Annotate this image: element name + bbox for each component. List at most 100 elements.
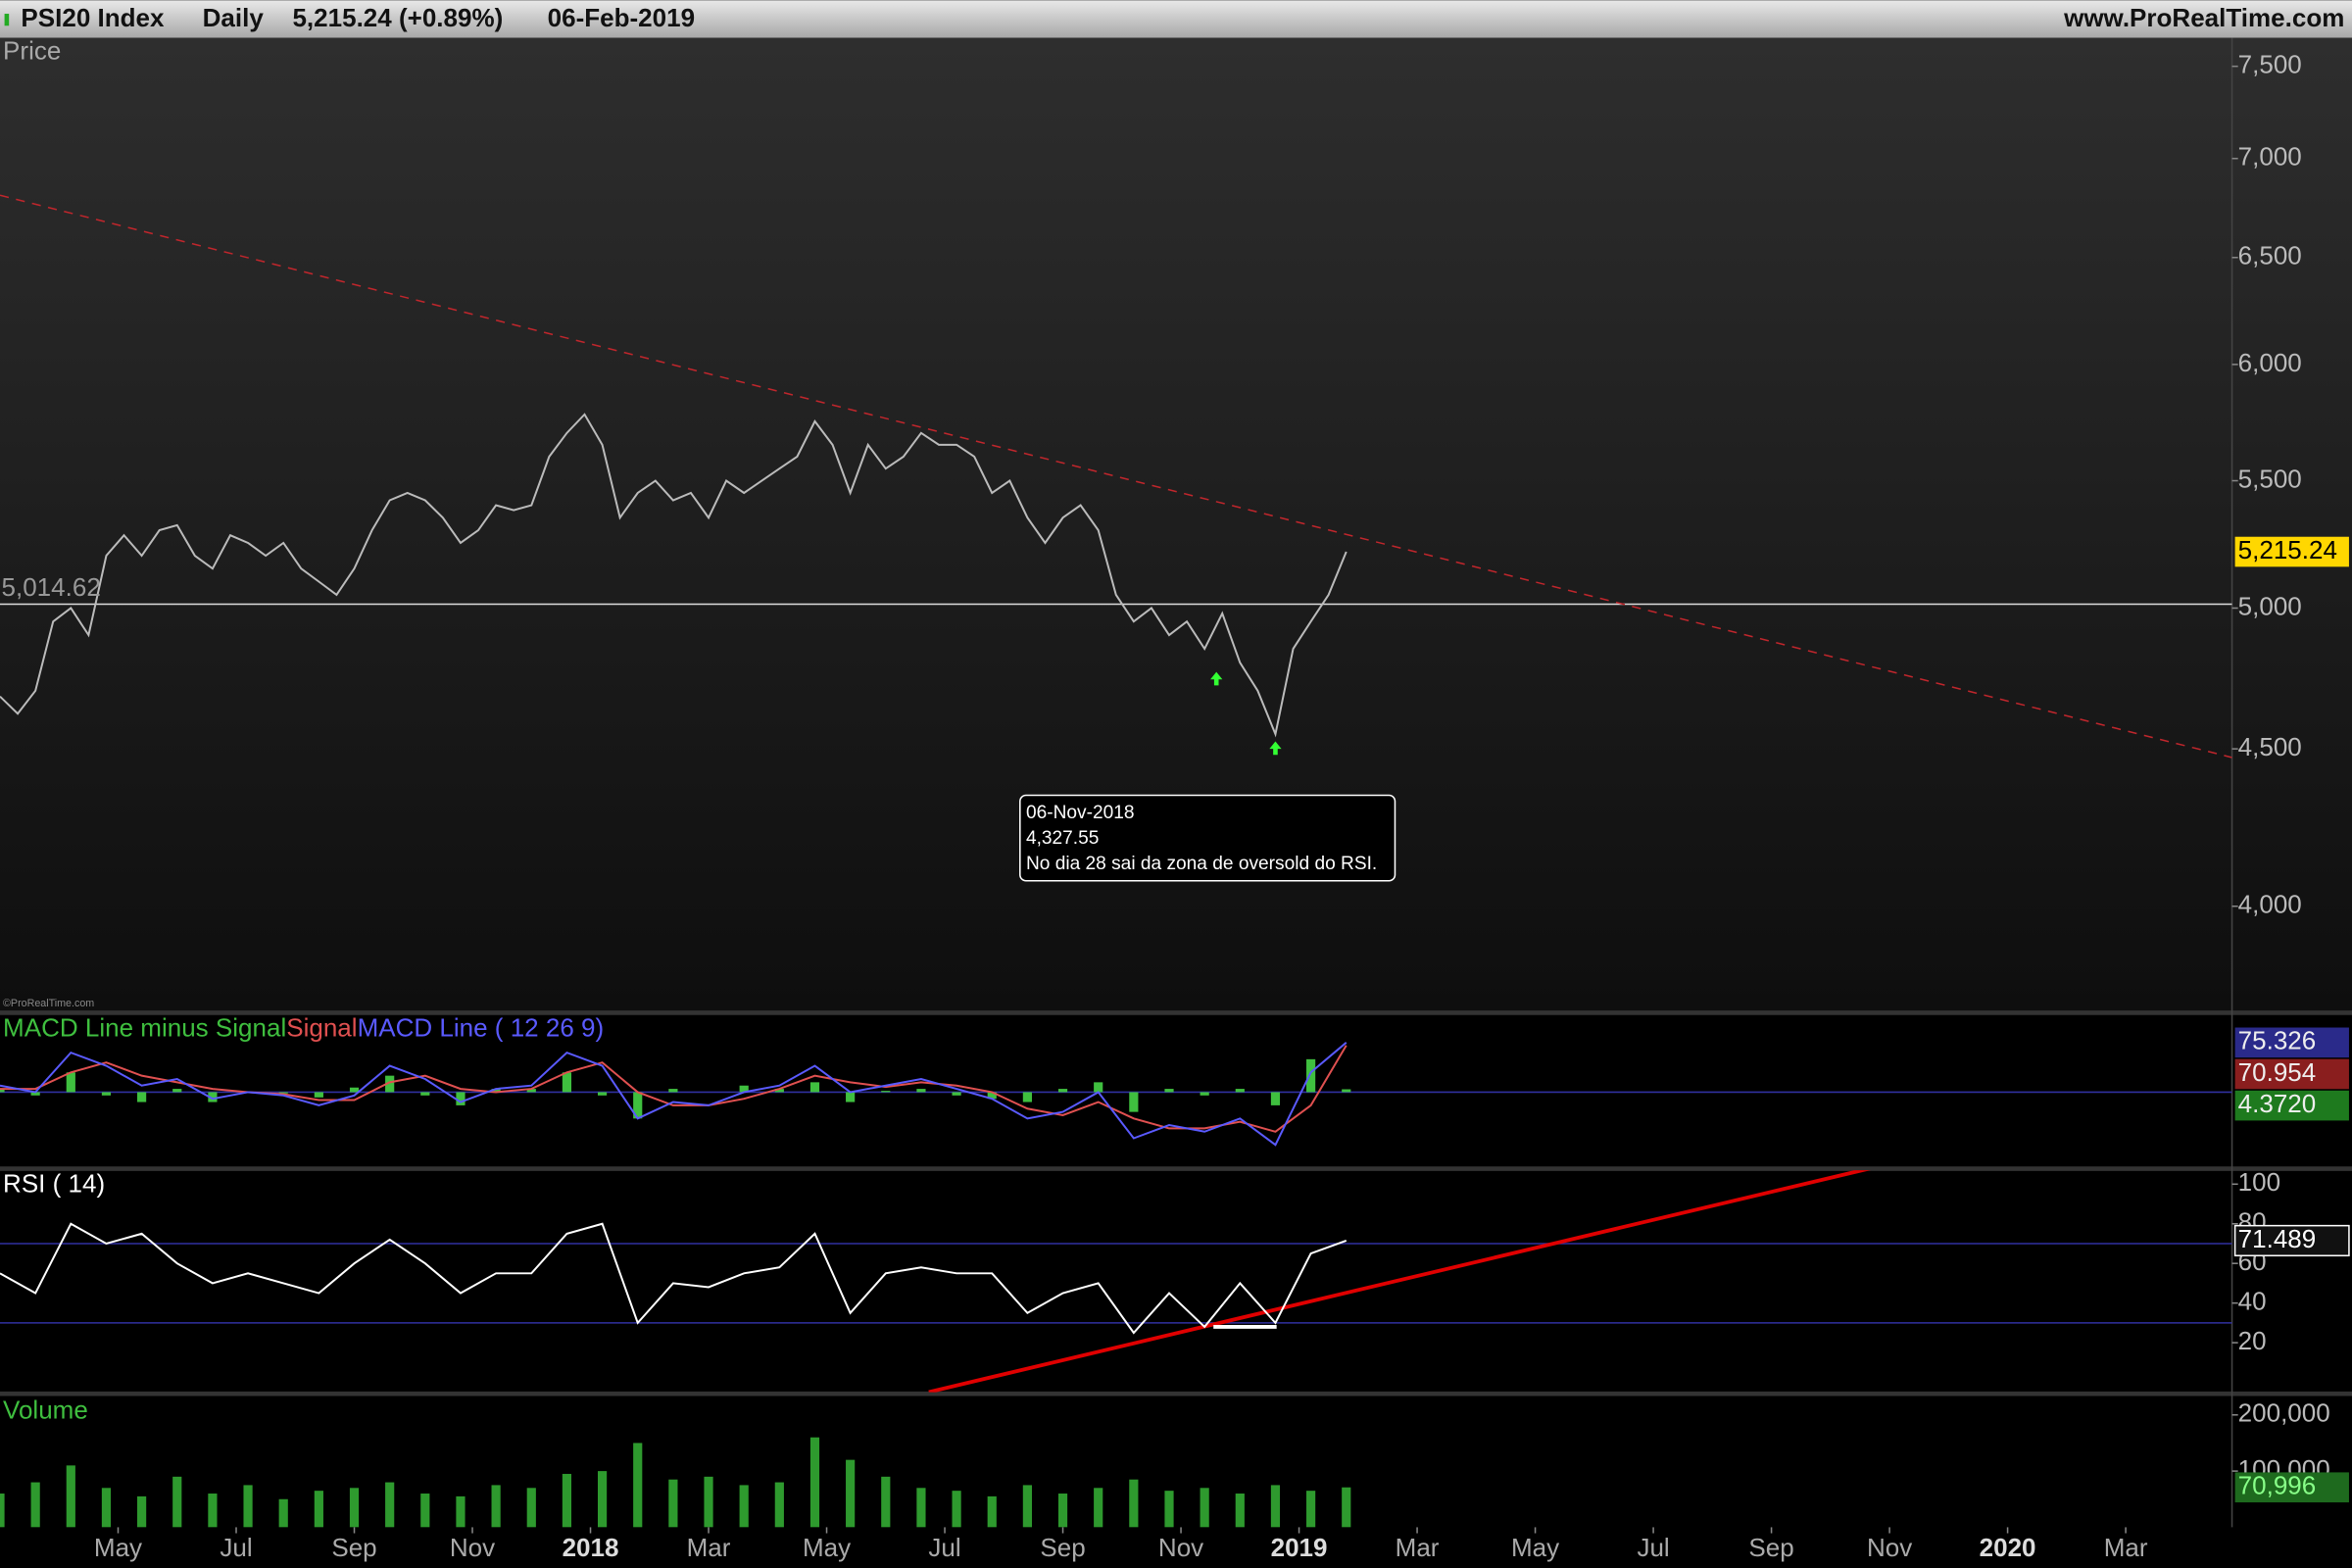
volume-bar <box>314 1491 323 1528</box>
last-value-label: 4.3720 <box>2238 1089 2317 1118</box>
histogram-bar <box>0 1089 5 1093</box>
histogram-bar <box>172 1089 182 1093</box>
volume-bar <box>385 1482 395 1528</box>
y-tick-label: 200,000 <box>2238 1398 2330 1428</box>
histogram-bar <box>420 1092 430 1096</box>
y-tick-label: 100 <box>2238 1167 2280 1197</box>
histogram-bar <box>668 1089 678 1093</box>
histogram-bar <box>774 1089 784 1093</box>
series-line <box>0 1222 1348 1335</box>
last-value-box <box>2234 1058 2349 1090</box>
x-tick-label: Sep <box>331 1533 376 1562</box>
last-value-box <box>2234 536 2349 567</box>
histogram-bar <box>809 1082 820 1093</box>
y-tick-label: 20 <box>2238 1326 2267 1355</box>
histogram-bar <box>1057 1089 1068 1093</box>
histogram-bar <box>66 1072 75 1093</box>
histogram-bar <box>1270 1092 1281 1105</box>
volume-bar <box>208 1494 218 1528</box>
histogram-bar <box>916 1089 926 1093</box>
y-tick-label: 4,000 <box>2238 890 2302 919</box>
volume-bar <box>1022 1485 1032 1528</box>
trend-line <box>0 194 2232 759</box>
histogram-bar <box>456 1092 466 1105</box>
histogram-bar <box>1200 1092 1209 1096</box>
legend-entry: Signal <box>286 1012 357 1042</box>
annotation: 06-Nov-2018 4,327.55 No dia 28 sai da zo… <box>1019 794 1396 882</box>
x-tick-label: May <box>1511 1533 1559 1562</box>
volume-bar <box>456 1495 466 1528</box>
histogram-bar <box>1235 1089 1245 1093</box>
header-site: www.ProRealTime.com <box>2063 3 2344 32</box>
plot-area <box>0 1170 2232 1393</box>
legend-entry: MACD Line ( 12 26 9) <box>358 1012 605 1042</box>
x-tick-label: May <box>94 1533 142 1562</box>
histogram-bar <box>1164 1089 1174 1093</box>
plot-area <box>0 1042 2232 1147</box>
annotation-box <box>1019 794 1396 882</box>
volume-bar <box>137 1495 147 1528</box>
volume-bar <box>633 1443 643 1528</box>
volume-bar <box>916 1488 926 1528</box>
x-tick-label: May <box>803 1533 851 1562</box>
panel-title: RSI ( 14) <box>3 1168 105 1198</box>
volume-bar <box>243 1485 253 1528</box>
histogram-bar <box>1129 1092 1139 1112</box>
watermark: ©ProRealTime.com <box>3 998 94 1009</box>
x-tick-label: 2020 <box>1980 1533 2036 1562</box>
x-tick-label: Jul <box>928 1533 960 1562</box>
histogram-bar <box>1306 1058 1316 1093</box>
histogram-bar <box>137 1092 147 1102</box>
volume-bar <box>952 1491 961 1528</box>
volume-bar <box>562 1473 572 1528</box>
volume-bar <box>101 1488 112 1528</box>
volume-bar <box>987 1495 997 1528</box>
last-value-label: 71.489 <box>2238 1224 2317 1253</box>
volume-bar <box>1306 1491 1316 1528</box>
volume-bar <box>597 1471 608 1528</box>
volume-bar <box>1235 1494 1245 1528</box>
histogram-bar <box>1342 1089 1351 1093</box>
volume-bar <box>774 1482 784 1528</box>
header-icon <box>4 14 10 26</box>
x-tick-label: Sep <box>1748 1533 1793 1562</box>
volume-bar <box>420 1494 430 1528</box>
volume-bar <box>0 1494 5 1528</box>
volume-bar <box>668 1479 678 1528</box>
volume-bar <box>491 1485 501 1528</box>
y-tick-label: 5,000 <box>2238 591 2302 620</box>
histogram-bar <box>952 1092 961 1096</box>
x-tick-label: Nov <box>1158 1533 1203 1562</box>
histogram-bar <box>526 1089 536 1093</box>
histogram-bar <box>208 1092 218 1102</box>
volume-bar <box>66 1465 75 1528</box>
last-value-box <box>2234 1027 2349 1058</box>
histogram-bar <box>987 1092 997 1100</box>
trend-line <box>928 1170 1871 1393</box>
volume-bar <box>704 1476 713 1528</box>
last-value-box <box>2233 1224 2350 1257</box>
header-title: PSI20 Index <box>21 3 165 32</box>
volume-bar <box>278 1498 288 1528</box>
histogram-bar <box>846 1092 856 1102</box>
series-line <box>0 413 1348 738</box>
annotation-text: 06-Nov-2018 <box>1026 803 1135 823</box>
x-tick-label: 2019 <box>1271 1533 1328 1562</box>
header-date: 06-Feb-2019 <box>548 3 695 32</box>
histogram-bar <box>314 1092 323 1098</box>
x-tick-label: 2018 <box>563 1533 619 1562</box>
volume-bar <box>1270 1485 1281 1528</box>
histogram-bar <box>385 1075 395 1093</box>
last-value-box <box>2234 1090 2349 1121</box>
histogram-bar <box>349 1087 360 1093</box>
histogram-bar <box>633 1092 643 1119</box>
volume-bar <box>1342 1487 1351 1528</box>
histogram-bar <box>597 1092 608 1096</box>
header-bar <box>0 0 2352 38</box>
volume-bar <box>30 1482 40 1528</box>
level-label: 5,014.62 <box>2 572 101 602</box>
volume-bar <box>809 1437 820 1528</box>
last-value-box <box>2234 1472 2349 1503</box>
volume-bar <box>172 1476 182 1528</box>
